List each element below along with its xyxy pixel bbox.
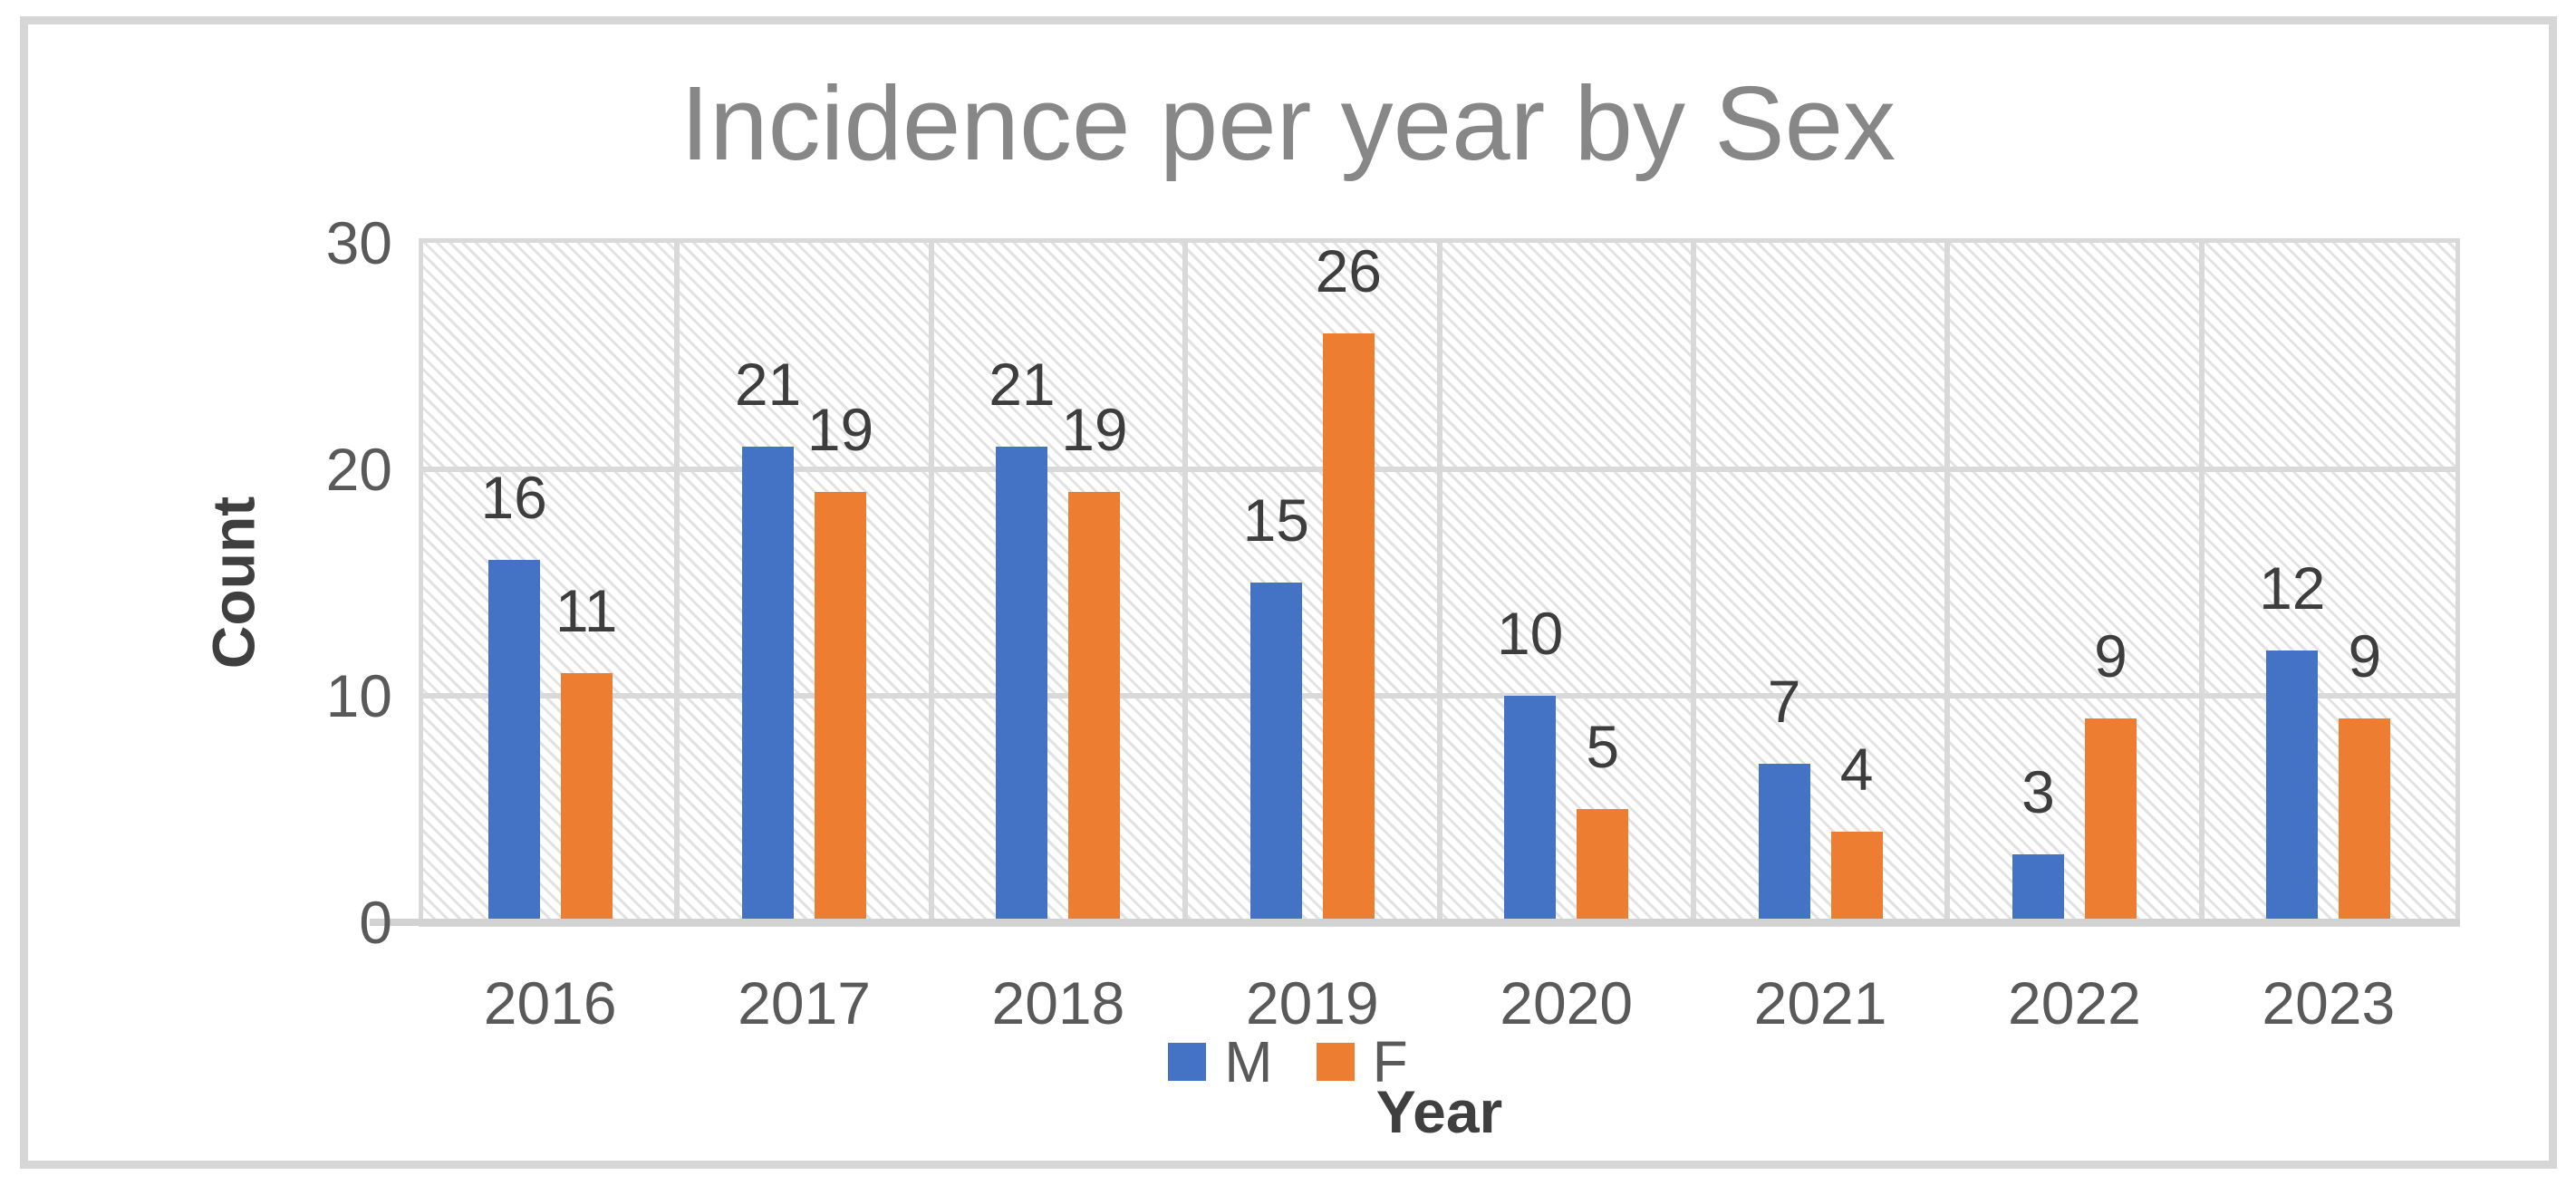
y-tick-label-10: 10	[325, 662, 392, 729]
bar-m-2019	[1249, 583, 1302, 922]
x-tick-label-2023: 2023	[2262, 969, 2396, 1036]
bar-m-2021	[1758, 764, 1810, 922]
gridline-x-3	[1182, 243, 1189, 922]
y-tick-label-0: 0	[359, 889, 392, 956]
bar-m-2023	[2266, 651, 2319, 922]
data-label-m-2016: 16	[480, 464, 547, 531]
data-label-f-2019: 26	[1315, 237, 1383, 304]
data-label-m-2021: 7	[1767, 668, 1801, 735]
chart-title: Incidence per year by Sex	[680, 64, 1896, 182]
chart-outer-border	[20, 16, 2557, 1169]
data-label-m-2022: 3	[2021, 758, 2055, 825]
data-label-f-2021: 4	[1839, 736, 1874, 803]
y-tick-label-30: 30	[325, 209, 392, 276]
data-label-m-2018: 21	[989, 351, 1056, 418]
legend-swatch-m	[1168, 1043, 1207, 1081]
bar-f-2022	[2084, 718, 2137, 922]
gridline-x-6	[1944, 243, 1951, 922]
bar-f-2017	[815, 492, 867, 922]
x-tick-label-2017: 2017	[738, 969, 871, 1036]
data-label-f-2023: 9	[2348, 622, 2382, 689]
data-label-f-2020: 5	[1586, 713, 1620, 780]
x-tick-label-2016: 2016	[483, 969, 617, 1036]
bar-m-2017	[742, 447, 795, 922]
y-axis-title-text: Count	[199, 496, 267, 670]
data-label-f-2016: 11	[555, 577, 618, 644]
bar-f-2019	[1322, 333, 1375, 922]
data-label-f-2018: 19	[1061, 396, 1128, 463]
bar-m-2016	[487, 560, 540, 922]
x-axis-line	[370, 919, 2460, 926]
x-tick-label-2018: 2018	[991, 969, 1125, 1036]
bar-f-2023	[2339, 718, 2391, 922]
x-tick-label-2021: 2021	[1753, 969, 1887, 1036]
bar-m-2020	[1504, 696, 1557, 922]
y-tick-label-20: 20	[325, 436, 392, 503]
data-label-f-2022: 9	[2094, 622, 2127, 689]
data-label-f-2017: 19	[806, 396, 874, 463]
bar-m-2022	[2012, 854, 2064, 922]
data-label-m-2023: 12	[2259, 554, 2326, 622]
gridline-x-1	[674, 243, 680, 922]
data-label-m-2017: 21	[734, 351, 802, 418]
bar-f-2021	[1830, 832, 1883, 922]
x-tick-label-2022: 2022	[2008, 969, 2141, 1036]
legend-swatch-f	[1316, 1043, 1355, 1081]
legend-label-m: M	[1224, 1029, 1273, 1094]
bar-f-2020	[1577, 809, 1629, 922]
data-label-m-2020: 10	[1496, 600, 1564, 667]
legend-item-m: M	[1168, 1029, 1273, 1094]
data-label-m-2019: 15	[1242, 487, 1310, 554]
x-tick-label-2020: 2020	[1500, 969, 1634, 1036]
legend-item-f: F	[1316, 1029, 1408, 1094]
gridline-x-4	[1436, 243, 1442, 922]
gridline-x-5	[1690, 243, 1696, 922]
bar-m-2018	[996, 447, 1048, 922]
plot-area: 16 21 21 15 10 7 3 12 11 19 19 26 5 4 9 9	[419, 238, 2460, 927]
bar-f-2016	[560, 673, 613, 922]
legend-label-f: F	[1372, 1029, 1408, 1094]
gridline-x-7	[2198, 243, 2205, 922]
bar-f-2018	[1068, 492, 1121, 922]
gridline-x-2	[928, 243, 934, 922]
x-axis-title: Year	[1375, 1078, 1503, 1145]
x-tick-label-2019: 2019	[1245, 969, 1379, 1036]
y-axis-title: Count	[136, 243, 331, 922]
